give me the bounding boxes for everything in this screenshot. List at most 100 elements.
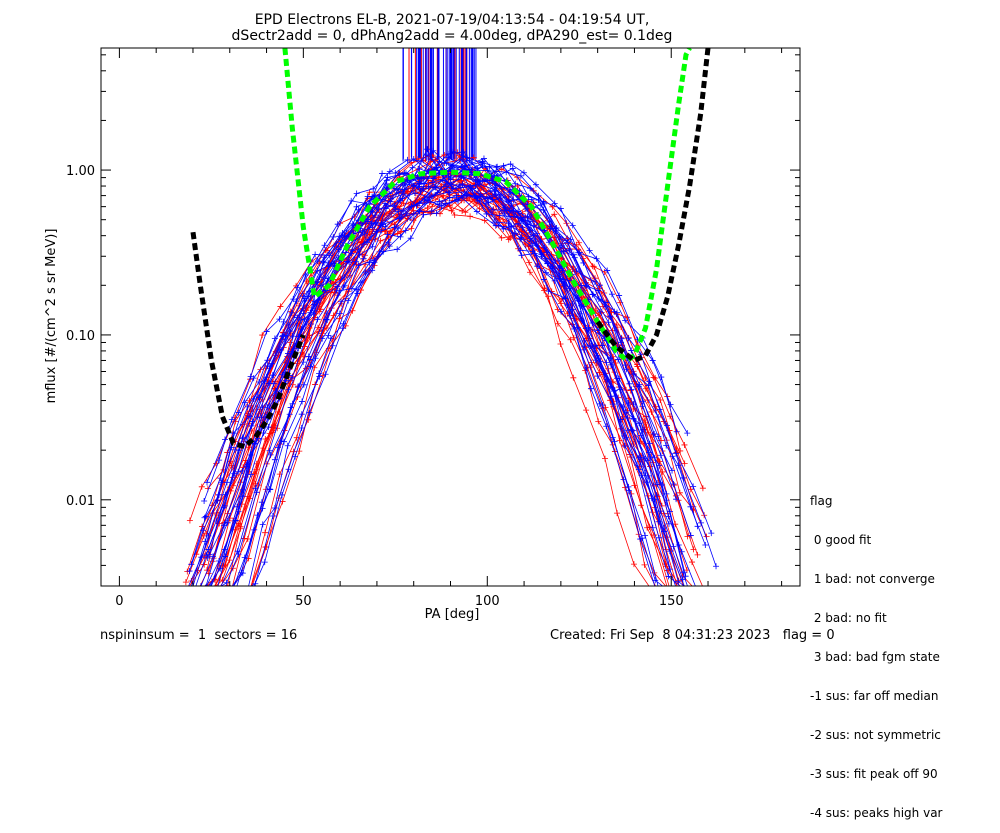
data-point	[198, 483, 205, 490]
data-point	[325, 259, 332, 266]
data-point	[217, 475, 224, 482]
data-curves	[182, 146, 720, 594]
y-tick-label: 1.00	[66, 164, 95, 179]
data-point	[190, 588, 196, 594]
data-point	[202, 513, 209, 520]
data-point	[213, 588, 219, 594]
data-point	[666, 548, 673, 555]
data-point	[701, 588, 707, 594]
data-point	[239, 434, 246, 441]
data-point	[594, 352, 601, 359]
data-point	[496, 212, 503, 219]
data-point	[697, 588, 703, 594]
data-point	[209, 588, 215, 594]
data-point	[341, 233, 348, 240]
data-point	[699, 588, 705, 594]
data-point	[482, 200, 489, 207]
data-point	[473, 208, 480, 215]
data-point	[186, 517, 193, 524]
data-point	[545, 288, 552, 295]
data-point	[302, 272, 309, 279]
data-point	[430, 175, 437, 182]
data-point	[346, 259, 353, 266]
data-point	[185, 588, 191, 594]
data-point	[527, 185, 534, 192]
data-point	[669, 467, 676, 474]
data-series-line	[199, 183, 686, 586]
data-point	[314, 258, 321, 265]
data-point	[244, 403, 251, 410]
data-point	[641, 561, 648, 568]
data-point	[680, 474, 687, 481]
data-point	[597, 308, 604, 315]
data-point	[436, 210, 443, 217]
data-point	[614, 309, 621, 316]
data-point	[396, 170, 403, 177]
data-point	[429, 179, 436, 186]
data-point	[570, 374, 577, 381]
data-point	[648, 495, 655, 502]
data-point	[667, 401, 674, 408]
data-point	[369, 224, 376, 231]
data-point	[216, 588, 222, 594]
y-tick-label: 0.10	[66, 329, 95, 344]
data-point	[636, 381, 643, 388]
data-point	[206, 588, 212, 594]
data-point	[360, 255, 367, 262]
data-point	[200, 588, 206, 594]
data-point	[685, 588, 691, 594]
legend-item: -3 sus: fit peak off 90	[810, 767, 938, 781]
data-point	[557, 340, 564, 347]
footer-left: nspininsum = 1 sectors = 16	[100, 628, 298, 643]
data-point	[191, 588, 197, 594]
data-point	[695, 588, 701, 594]
data-point	[517, 172, 524, 179]
data-point	[611, 308, 618, 315]
data-point	[645, 449, 652, 456]
data-point	[622, 317, 629, 324]
data-point	[646, 378, 653, 385]
data-point	[576, 249, 583, 256]
data-point	[253, 489, 260, 496]
data-point	[519, 217, 526, 224]
data-point	[511, 230, 518, 237]
data-point	[510, 196, 517, 203]
data-point	[279, 371, 286, 378]
data-point	[407, 235, 414, 242]
data-point	[266, 486, 273, 493]
data-point	[702, 541, 709, 548]
data-point	[361, 230, 368, 237]
data-point	[656, 534, 663, 541]
data-point	[237, 588, 243, 594]
data-point	[586, 247, 593, 254]
data-point	[271, 505, 278, 512]
data-point	[336, 233, 343, 240]
data-point	[329, 342, 336, 349]
black-fit-curve-left	[190, 231, 306, 450]
data-point	[411, 182, 418, 189]
data-point	[384, 174, 391, 181]
data-point	[694, 588, 700, 594]
data-point	[365, 218, 372, 225]
data-point	[266, 363, 273, 370]
data-point	[696, 588, 702, 594]
data-point	[658, 437, 665, 444]
data-point	[609, 434, 616, 441]
data-point	[518, 234, 525, 241]
data-point	[602, 455, 609, 462]
data-point	[665, 513, 672, 520]
data-point	[246, 413, 253, 420]
legend-item: -2 sus: not symmetric	[810, 728, 941, 742]
data-point	[272, 388, 279, 395]
data-point	[235, 468, 242, 475]
data-point	[689, 559, 696, 566]
data-point	[307, 320, 314, 327]
data-point	[459, 194, 466, 201]
data-point	[457, 184, 464, 191]
data-point	[188, 561, 195, 568]
data-point	[498, 234, 505, 241]
data-point	[261, 559, 268, 566]
data-point	[595, 312, 602, 319]
data-point	[603, 359, 610, 366]
data-point	[300, 381, 307, 388]
